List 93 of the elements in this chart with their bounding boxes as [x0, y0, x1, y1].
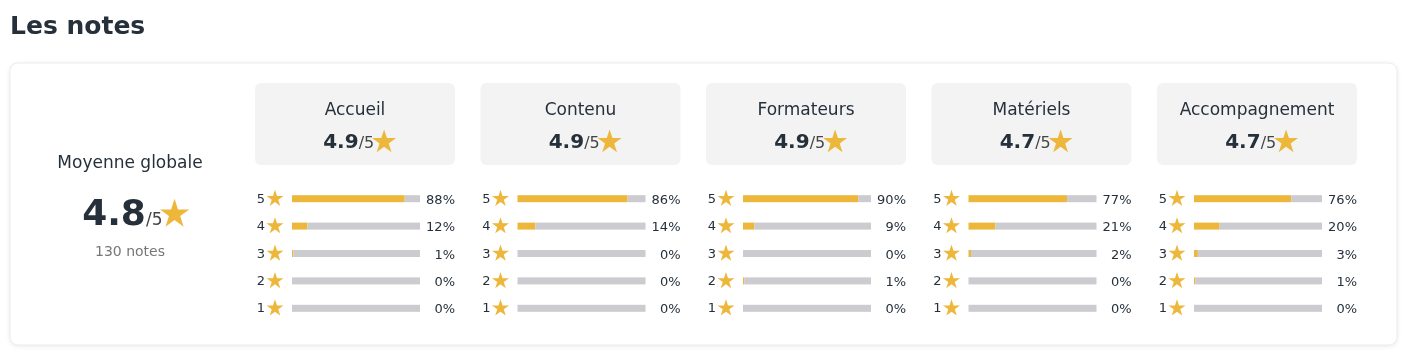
chart-subtitle: 4.7/5 — [999, 129, 1051, 153]
y-tick-label: 1 — [256, 300, 265, 316]
y-tick-label: 2 — [256, 273, 265, 289]
bar — [1194, 222, 1220, 230]
data-label: 21% — [1102, 219, 1132, 235]
data-label: 76% — [1328, 191, 1357, 207]
chart-subtitle: 4.9/5 — [774, 129, 826, 153]
y-tick-label: 4 — [482, 218, 491, 234]
bar — [1195, 277, 1322, 285]
y-tick-label: 5 — [482, 190, 491, 206]
bar — [743, 304, 871, 312]
data-label: 1% — [434, 246, 455, 262]
data-label: 1% — [885, 273, 906, 289]
data-label: 0% — [885, 301, 906, 317]
data-label: 12% — [426, 219, 455, 235]
chart-title: Accueil — [324, 99, 386, 119]
bar — [968, 195, 1068, 203]
data-label: 86% — [651, 191, 681, 207]
chart-subtitle: 4.9/5 — [548, 129, 600, 153]
bar — [968, 304, 1097, 312]
data-label: 0% — [1336, 301, 1357, 317]
y-tick-label: 5 — [256, 190, 265, 206]
bar — [1194, 304, 1322, 312]
bar — [292, 304, 420, 312]
bar — [858, 195, 871, 203]
bar — [292, 195, 405, 203]
y-tick-label: 3 — [1158, 245, 1167, 261]
data-label: 0% — [434, 301, 455, 317]
y-tick-label: 4 — [933, 218, 942, 234]
bar — [754, 222, 871, 230]
chart-title: Matériels — [992, 99, 1071, 119]
data-label: 3% — [1336, 246, 1357, 262]
data-label: 90% — [877, 191, 906, 207]
data-label: 14% — [651, 219, 681, 235]
data-label: 0% — [659, 246, 681, 262]
y-tick-label: 2 — [482, 273, 491, 289]
y-tick-label: 4 — [256, 218, 265, 234]
text: Moyenne globale — [57, 152, 203, 172]
text: Les notes — [10, 11, 146, 40]
y-tick-label: 5 — [707, 190, 716, 206]
chart-title: Accompagnement — [1179, 99, 1335, 119]
bar — [1219, 222, 1322, 230]
bar — [293, 250, 420, 257]
chart-subtitle: 4.7/5 — [1225, 129, 1277, 153]
data-label: 0% — [434, 273, 455, 289]
chart-title: Formateurs — [757, 99, 855, 119]
bar — [292, 222, 308, 230]
y-tick-label: 3 — [482, 245, 491, 261]
bar — [1194, 195, 1292, 203]
bar — [995, 222, 1097, 230]
data-label: 0% — [659, 273, 681, 289]
y-tick-label: 2 — [1158, 273, 1167, 289]
data-label: 88% — [426, 191, 455, 207]
y-tick-label: 1 — [482, 300, 491, 316]
bar — [968, 277, 1097, 285]
data-label: 1% — [1336, 273, 1357, 289]
bar — [307, 222, 420, 230]
bar — [1067, 195, 1097, 203]
bar — [744, 277, 871, 285]
bar — [743, 250, 871, 257]
text: 130 notes — [94, 243, 166, 259]
y-tick-label: 1 — [933, 300, 942, 316]
bar — [1291, 195, 1322, 203]
data-label: 0% — [1110, 273, 1132, 289]
chart-title: Contenu — [544, 99, 617, 119]
data-label: 0% — [1110, 301, 1132, 317]
y-tick-label: 1 — [707, 300, 716, 316]
y-tick-label: 5 — [1158, 190, 1167, 206]
data-label: 2% — [1110, 246, 1132, 262]
text: 4.8/5 — [82, 192, 163, 233]
bar — [292, 277, 420, 285]
y-tick-label: 2 — [933, 273, 942, 289]
y-tick-label: 2 — [707, 273, 716, 289]
y-tick-label: 4 — [1158, 218, 1167, 234]
bar — [971, 250, 1097, 257]
data-label: 9% — [885, 219, 906, 235]
bar — [743, 195, 859, 203]
data-label: 77% — [1102, 191, 1132, 207]
data-label: 0% — [885, 246, 906, 262]
bar — [404, 195, 420, 203]
bar — [968, 222, 996, 230]
bar — [1194, 250, 1198, 257]
bar — [1197, 250, 1322, 257]
data-label: 20% — [1328, 219, 1357, 235]
y-tick-label: 1 — [1158, 300, 1167, 316]
chart-subtitle: 4.9/5 — [323, 129, 375, 153]
y-tick-label: 3 — [707, 245, 716, 261]
y-tick-label: 3 — [933, 245, 942, 261]
y-tick-label: 3 — [256, 245, 265, 261]
bar — [743, 222, 755, 230]
data-label: 0% — [659, 301, 681, 317]
y-tick-label: 5 — [933, 190, 942, 206]
y-tick-label: 4 — [707, 218, 716, 234]
